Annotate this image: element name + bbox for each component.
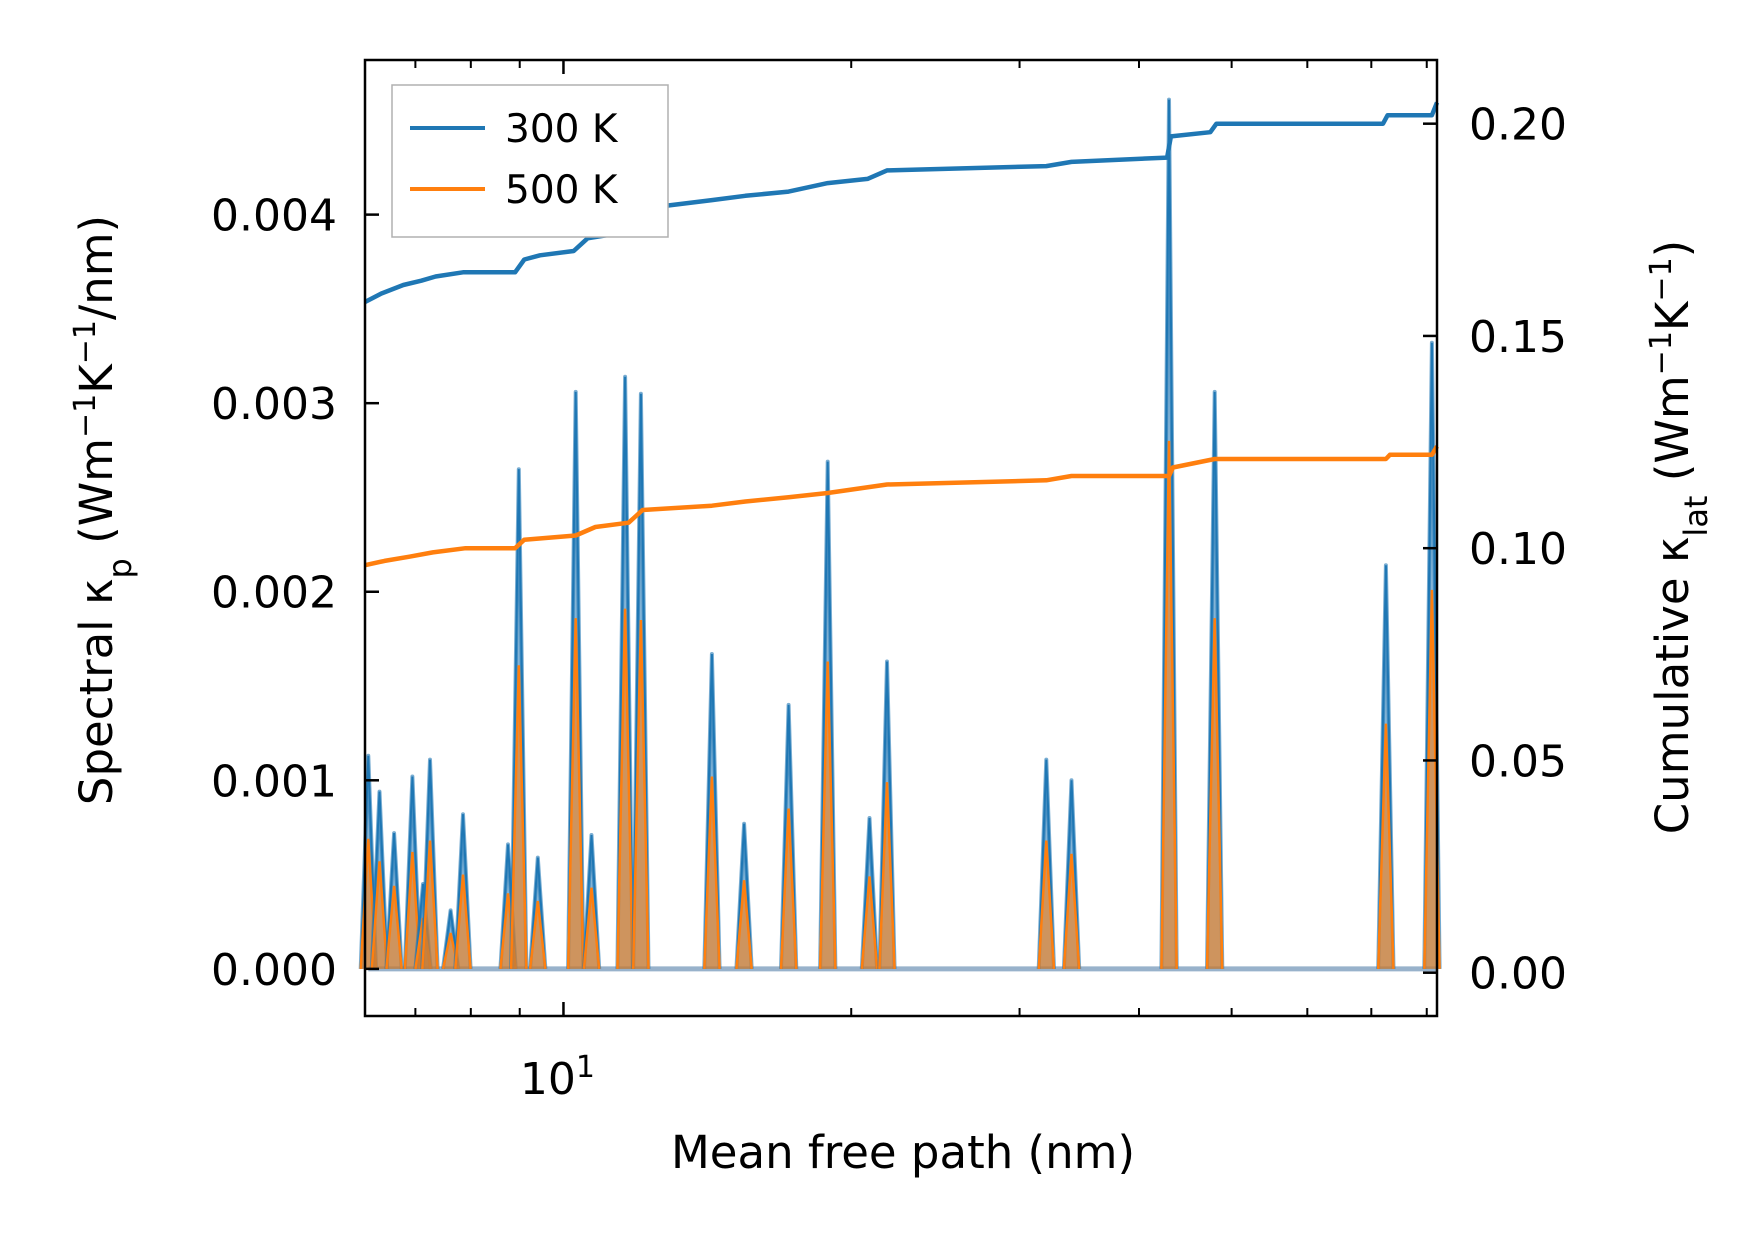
spectral-layer [358, 97, 1442, 972]
spectral-peak-500k-1 [371, 861, 388, 969]
spectral-peak-500k-2 [386, 885, 402, 969]
legend-label-500k: 500 K [505, 168, 619, 213]
spectral-peak-500k-20 [879, 782, 895, 969]
y-right-tick-label-2: 0.10 [1469, 524, 1567, 575]
legend-frame [391, 84, 669, 238]
spectral-peak-500k-line-1 [370, 861, 389, 969]
y-left-tick-label-3: 0.003 [211, 379, 337, 430]
spectral-peak-500k-24 [1207, 618, 1223, 969]
spectral-peak-500k-line-17 [779, 808, 798, 969]
spectral-peak-500k-18 [820, 661, 836, 969]
y-left-tick-label-2: 0.002 [211, 568, 337, 619]
y-right-tick-label-3: 0.15 [1469, 312, 1567, 363]
spectral-peak-300k-line-14 [632, 393, 650, 969]
spectral-peak-500k-14 [633, 620, 649, 969]
spectral-peak-300k-line-13 [616, 376, 634, 969]
y-left-tick-label-1: 0.001 [211, 756, 337, 807]
spectral-peak-500k-11 [568, 618, 584, 969]
spectral-peak-500k-line-5 [421, 840, 439, 969]
spectral-peak-500k-7 [455, 874, 471, 969]
spectral-peak-300k-line-7 [454, 814, 472, 969]
y-axis-label-left: Spectral κp (Wm−1K−1/nm) [68, 215, 140, 805]
cumulative-layer [363, 101, 1440, 568]
cumulative-line-300k [363, 101, 1440, 304]
y-axis-label-right: Cumulative κlat (Wm−1K−1) [1644, 240, 1716, 834]
spectral-peak-300k-line-5 [421, 759, 439, 969]
spectral-peak-300k-line-3 [403, 776, 422, 969]
spectral-peak-500k-23 [1161, 440, 1177, 969]
spectral-peak-300k-line-15 [703, 653, 721, 969]
spectral-peak-500k-line-22 [1062, 853, 1081, 969]
spectral-peak-300k-line-17 [780, 704, 798, 969]
y-right-tick-label-4: 0.20 [1469, 100, 1567, 151]
spectral-peak-500k-25 [1378, 723, 1394, 969]
spectral-peak-500k-line-7 [454, 874, 472, 970]
x-major-tick-label-0: 101 [520, 1050, 595, 1106]
legend-label-300k: 300 K [505, 107, 619, 152]
spectral-peak-500k-21 [1038, 840, 1054, 969]
spectral-peak-500k-line-13 [616, 608, 634, 969]
spectral-peak-300k-line-16 [735, 823, 753, 969]
spectral-peak-500k-19 [861, 876, 878, 969]
spectral-peak-300k-line-10 [529, 857, 547, 969]
spectral-peak-500k-17 [781, 808, 797, 969]
spectral-peak-500k-line-19 [860, 876, 879, 970]
spectral-peak-300k-line-20 [878, 661, 896, 969]
spectral-peak-300k-line-12 [582, 834, 601, 969]
spectral-peak-500k-line-20 [878, 782, 896, 969]
spectral-peak-500k-line-18 [818, 661, 837, 969]
spectral-peak-300k-line-22 [1062, 780, 1081, 969]
spectral-peak-500k-line-14 [631, 619, 650, 969]
spectral-peak-300k-line-18 [819, 461, 837, 969]
spectral-peak-500k-15 [704, 776, 720, 969]
spectral-peak-500k-12 [583, 887, 600, 969]
spectral-peak-300k-line-19 [860, 817, 879, 969]
spectral-peak-300k-line-2 [385, 833, 403, 969]
spectral-peak-300k-line-9 [510, 469, 528, 969]
y-right-tick-label-0: 0.00 [1469, 949, 1567, 1000]
spectral-peak-500k-line-15 [703, 776, 721, 969]
spectral-peak-300k-line-1 [370, 791, 389, 969]
spectral-peak-500k-9 [511, 665, 527, 969]
legend: 300 K 500 K [391, 84, 669, 238]
plot-frame [363, 58, 1439, 1018]
y-right-tick-label-1: 0.05 [1469, 736, 1567, 787]
spectral-peak-300k-line-24 [1206, 391, 1224, 969]
spectral-peak-500k-line-11 [566, 618, 585, 969]
spectral-peak-500k-line-21 [1037, 840, 1056, 969]
spectral-peak-300k-line-21 [1037, 759, 1055, 969]
spectral-peak-500k-10 [530, 901, 546, 969]
spectral-peak-500k-line-10 [528, 900, 547, 970]
spectral-peak-500k-22 [1063, 853, 1080, 969]
x-axis-label: Mean free path (nm) [671, 1126, 1135, 1179]
spectral-peak-500k-line-16 [735, 880, 753, 970]
spectral-peak-300k-line-25 [1377, 565, 1395, 969]
spectral-peak-300k-line-11 [567, 391, 585, 969]
spectral-peak-500k-line-9 [509, 665, 528, 969]
cumulative-line-500k [364, 445, 1439, 568]
spectral-peak-500k-line-23 [1160, 440, 1178, 969]
axes-layer: 0.000 0.001 0.002 0.003 0.004 0.00 0.05 0.10 0.1… [211, 58, 1567, 1106]
y-left-tick-label-4: 0.004 [211, 191, 337, 242]
spectral-peak-500k-line-24 [1205, 618, 1224, 969]
spectral-peak-500k-5 [422, 840, 438, 969]
spectral-peak-300k-line-23 [1160, 99, 1178, 969]
spectral-peak-500k-13 [617, 608, 633, 969]
spectral-peak-500k-line-25 [1376, 723, 1395, 969]
spectral-peak-500k-line-2 [385, 885, 403, 970]
spectral-peak-500k-line-12 [582, 887, 601, 970]
spectral-peak-500k-16 [736, 880, 752, 969]
y-left-tick-label-0: 0.000 [211, 945, 337, 996]
